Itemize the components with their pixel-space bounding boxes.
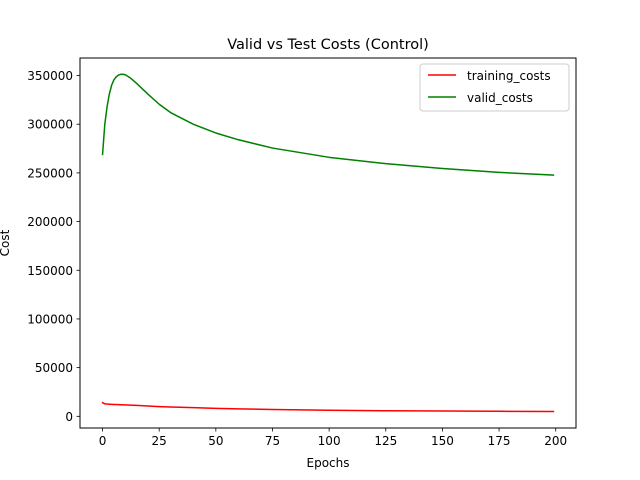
legend-label-training-costs: training_costs xyxy=(467,69,551,83)
x-tick-label: 100 xyxy=(318,434,341,448)
chart-title: Valid vs Test Costs (Control) xyxy=(227,37,429,53)
y-tick-label: 0 xyxy=(65,410,73,424)
x-tick-label: 175 xyxy=(488,434,511,448)
x-tick-label: 0 xyxy=(99,434,107,448)
x-tick-label: 50 xyxy=(208,434,223,448)
x-tick-label: 75 xyxy=(265,434,280,448)
x-tick-label: 200 xyxy=(544,434,567,448)
y-tick-label: 350000 xyxy=(27,69,73,83)
legend-label-valid-costs: valid_costs xyxy=(467,91,533,105)
y-tick-label: 300000 xyxy=(27,118,73,132)
y-axis: 0 50000 100000 150000 200000 250000 300000 3500… xyxy=(27,69,80,424)
x-tick-label: 125 xyxy=(374,434,397,448)
y-axis-title: Cost xyxy=(0,229,12,256)
plot-lines xyxy=(101,73,555,413)
y-tick-label: 100000 xyxy=(27,312,73,326)
x-axis: 0 25 50 75 100 125 150 175 200 xyxy=(99,428,567,448)
y-tick-label: 150000 xyxy=(27,264,73,278)
series-line-training-costs xyxy=(101,401,555,413)
plot-frame xyxy=(79,57,577,429)
x-tick-label: 25 xyxy=(152,434,167,448)
series-line-valid-costs xyxy=(101,73,555,176)
x-axis-title: Epochs xyxy=(307,456,350,470)
legend: training_costs valid_costs xyxy=(419,63,570,112)
y-tick-label: 200000 xyxy=(27,215,73,229)
y-tick-label: 50000 xyxy=(35,361,73,375)
x-tick-label: 150 xyxy=(431,434,454,448)
y-tick-label: 250000 xyxy=(27,166,73,180)
legend-box xyxy=(419,63,570,112)
